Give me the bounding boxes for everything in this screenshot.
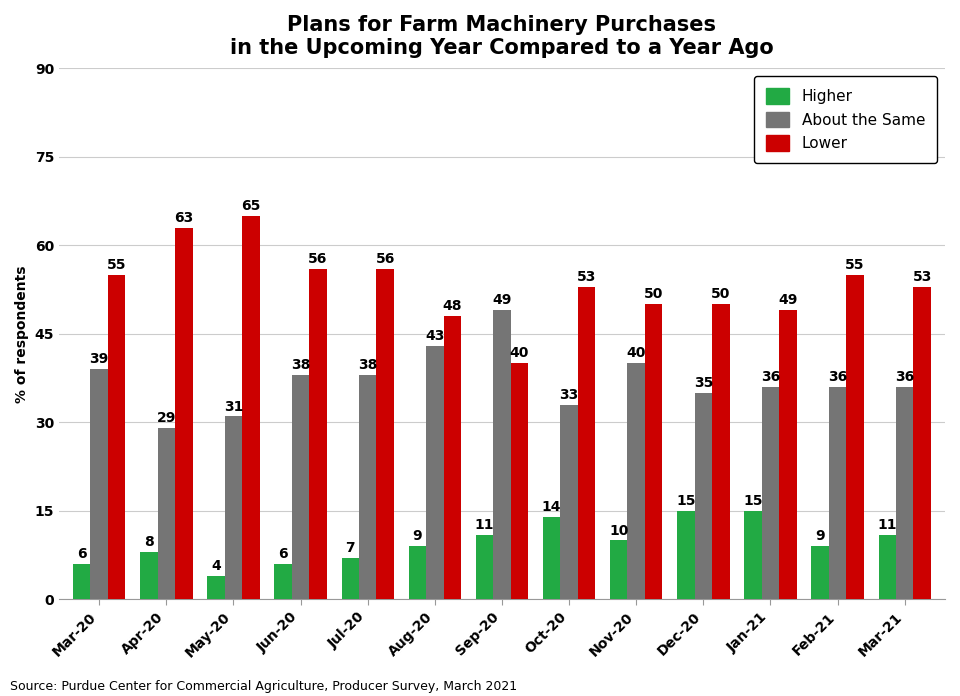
Bar <box>175 228 193 599</box>
Bar <box>914 287 931 599</box>
Bar <box>677 511 695 599</box>
Bar <box>90 369 108 599</box>
Bar <box>108 275 126 599</box>
Bar <box>543 517 561 599</box>
Bar <box>157 428 175 599</box>
Bar <box>780 310 797 599</box>
Text: 11: 11 <box>475 518 494 532</box>
Bar <box>225 416 242 599</box>
Bar <box>828 387 847 599</box>
Text: 8: 8 <box>144 535 154 549</box>
Text: 55: 55 <box>846 258 865 272</box>
Text: 56: 56 <box>308 252 327 266</box>
Bar <box>342 558 359 599</box>
Text: 38: 38 <box>291 358 310 372</box>
Text: 48: 48 <box>443 299 462 313</box>
Bar <box>811 546 828 599</box>
Text: 40: 40 <box>510 347 529 361</box>
Text: 49: 49 <box>492 293 512 307</box>
Bar <box>561 404 578 599</box>
Bar <box>695 393 712 599</box>
Text: 53: 53 <box>577 269 596 283</box>
Text: 15: 15 <box>676 494 696 508</box>
Text: Source: Purdue Center for Commercial Agriculture, Producer Survey, March 2021: Source: Purdue Center for Commercial Agr… <box>10 679 516 693</box>
Bar <box>476 535 493 599</box>
Bar <box>376 269 394 599</box>
Text: 6: 6 <box>77 547 86 561</box>
Bar <box>309 269 326 599</box>
Bar <box>359 375 376 599</box>
Text: 36: 36 <box>761 370 780 384</box>
Text: 4: 4 <box>211 559 221 573</box>
Text: 31: 31 <box>224 400 243 413</box>
Bar <box>896 387 914 599</box>
Text: 38: 38 <box>358 358 377 372</box>
Text: 63: 63 <box>174 211 193 225</box>
Text: 6: 6 <box>278 547 288 561</box>
Text: 40: 40 <box>627 347 646 361</box>
Y-axis label: % of respondents: % of respondents <box>15 265 29 402</box>
Bar <box>444 316 461 599</box>
Text: 55: 55 <box>107 258 127 272</box>
Text: 43: 43 <box>425 329 444 342</box>
Bar <box>493 310 511 599</box>
Text: 15: 15 <box>743 494 763 508</box>
Text: 65: 65 <box>241 199 260 213</box>
Bar <box>426 346 444 599</box>
Text: 9: 9 <box>413 530 422 544</box>
Bar <box>578 287 595 599</box>
Bar <box>511 363 528 599</box>
Text: 29: 29 <box>156 411 176 425</box>
Bar <box>744 511 761 599</box>
Bar <box>712 304 730 599</box>
Text: 36: 36 <box>828 370 848 384</box>
Text: 39: 39 <box>89 352 108 366</box>
Text: 53: 53 <box>913 269 932 283</box>
Bar <box>409 546 426 599</box>
Text: 33: 33 <box>560 388 579 402</box>
Text: 49: 49 <box>779 293 798 307</box>
Bar <box>73 564 90 599</box>
Bar <box>628 363 645 599</box>
Legend: Higher, About the Same, Lower: Higher, About the Same, Lower <box>755 76 937 164</box>
Text: 36: 36 <box>895 370 914 384</box>
Text: 50: 50 <box>644 287 663 301</box>
Text: 14: 14 <box>541 500 562 514</box>
Text: 35: 35 <box>694 376 713 390</box>
Bar <box>610 541 628 599</box>
Text: 50: 50 <box>711 287 731 301</box>
Bar <box>275 564 292 599</box>
Bar <box>645 304 662 599</box>
Text: 9: 9 <box>815 530 825 544</box>
Bar <box>207 576 225 599</box>
Bar <box>140 552 157 599</box>
Title: Plans for Farm Machinery Purchases
in the Upcoming Year Compared to a Year Ago: Plans for Farm Machinery Purchases in th… <box>230 15 774 58</box>
Bar <box>761 387 780 599</box>
Bar <box>292 375 309 599</box>
Text: 7: 7 <box>346 541 355 555</box>
Text: 56: 56 <box>375 252 395 266</box>
Bar <box>878 535 896 599</box>
Bar <box>847 275 864 599</box>
Text: 10: 10 <box>609 523 629 537</box>
Text: 11: 11 <box>877 518 897 532</box>
Bar <box>242 216 259 599</box>
